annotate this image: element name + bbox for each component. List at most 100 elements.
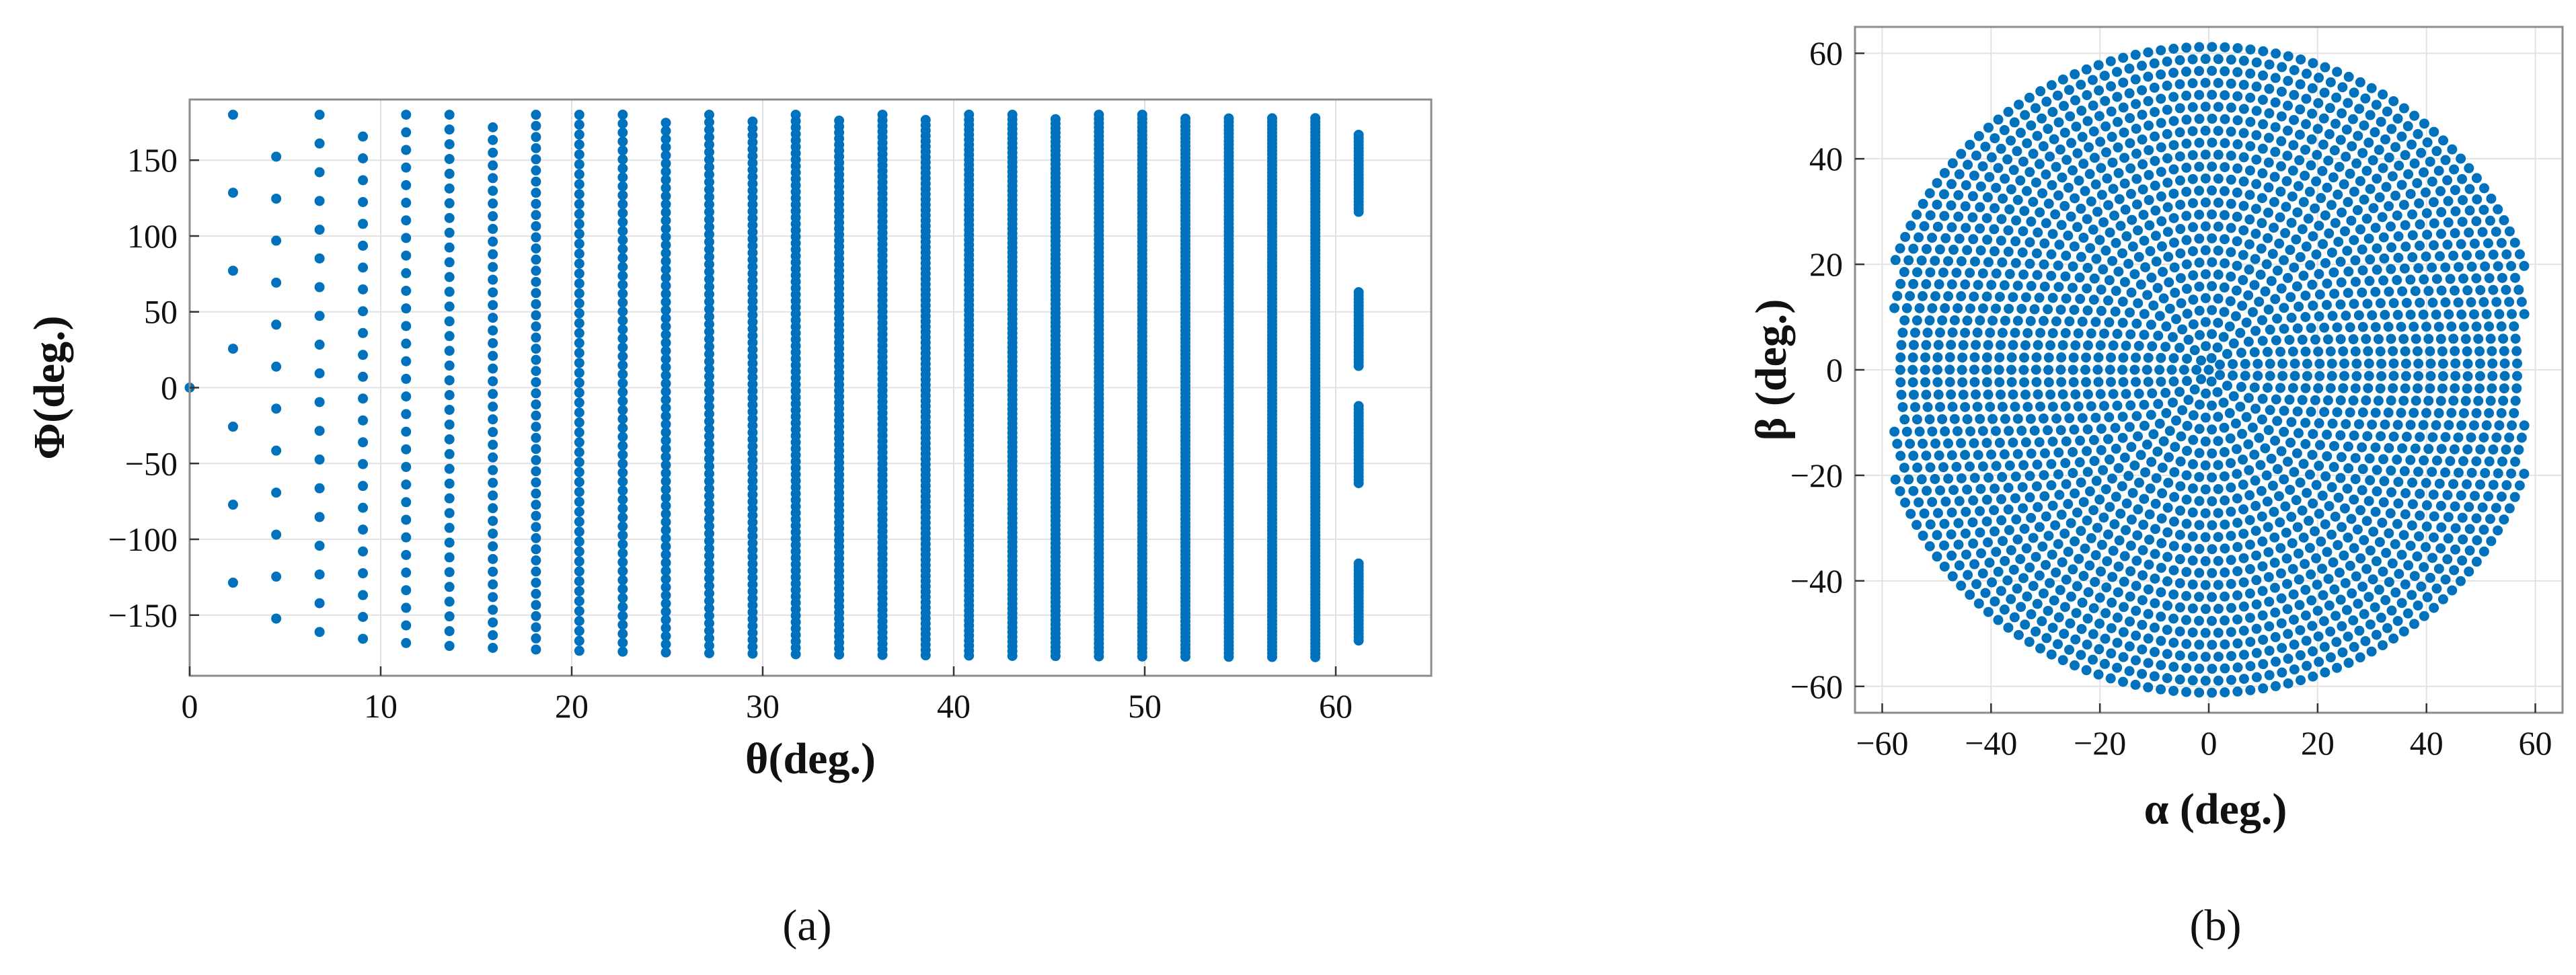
panel-a-point [488, 300, 498, 311]
panel-b-point [2245, 685, 2256, 695]
panel-b-point [2096, 163, 2107, 173]
panel-b-point [2106, 623, 2117, 633]
panel-b-point [2174, 342, 2185, 353]
panel-b-point [2112, 329, 2123, 340]
panel-a-point [617, 521, 628, 532]
panel-b-point [2487, 346, 2497, 356]
panel-b-point [2297, 224, 2308, 235]
panel-b-point [2164, 303, 2175, 314]
panel-b-point [2440, 574, 2451, 585]
panel-b-point [2094, 592, 2105, 603]
panel-b-point [2182, 309, 2193, 319]
panel-a-point [617, 288, 628, 299]
panel-b-point [2068, 261, 2078, 272]
panel-b-point [2294, 301, 2304, 312]
panel-a-point [227, 422, 238, 432]
panel-b-point [2053, 190, 2064, 201]
panel-b-point [2393, 231, 2404, 242]
panel-b-point [2218, 332, 2229, 342]
panel-b-point [2499, 370, 2510, 381]
panel-b-point [2156, 93, 2166, 104]
panel-b-point [1971, 340, 1981, 350]
panel-b-point [2006, 135, 2016, 146]
panel-a-point [747, 448, 758, 459]
panel-b-point [2174, 578, 2185, 588]
panel-a-point [617, 270, 628, 281]
panel-b-point [2413, 128, 2423, 139]
panel-a-point [704, 297, 714, 307]
panel-b-point [2412, 383, 2423, 394]
panel-b-point [1919, 508, 1930, 519]
panel-b-point [2069, 424, 2080, 435]
panel-a-point [660, 264, 671, 275]
panel-b-point [2156, 660, 2166, 670]
panel-b-point [1981, 212, 1992, 223]
panel-a-y-axis-label: Φ(deg.) [25, 315, 74, 459]
panel-a-point [401, 198, 412, 208]
panel-b-point [2194, 209, 2205, 220]
panel-b-point [2464, 524, 2475, 535]
panel-b-point [2386, 395, 2396, 406]
panel-b-point [2458, 534, 2468, 545]
panel-b-point [1896, 340, 1907, 350]
b-y-tick-label: −60 [1790, 668, 1843, 705]
panel-b-point [1927, 497, 1938, 508]
panel-b-point [2362, 299, 2373, 309]
panel-b-point [2024, 562, 2035, 573]
panel-b-point [2206, 353, 2217, 364]
panel-b-point [1994, 291, 2005, 302]
panel-b-point [2257, 511, 2267, 522]
panel-a-point [574, 208, 584, 219]
panel-b-point [2099, 328, 2110, 339]
panel-b-point [2133, 340, 2144, 351]
panel-b-point [1946, 450, 1957, 461]
panel-b-point [1944, 364, 1955, 375]
panel-a-point [747, 317, 758, 327]
panel-a-point [704, 266, 714, 277]
panel-b-point [2088, 434, 2099, 445]
panel-b-point [2104, 275, 2115, 286]
panel-b-point [2025, 315, 2036, 326]
panel-b-point [2270, 73, 2281, 83]
panel-b-point [2487, 358, 2498, 369]
panel-b-point [1948, 485, 1959, 496]
panel-a-point [660, 207, 671, 218]
panel-b-point [2314, 461, 2324, 471]
panel-a-point [444, 434, 455, 444]
panel-b-point [2232, 163, 2243, 174]
panel-b-point [2363, 496, 2374, 506]
panel-b-point [2070, 95, 2081, 106]
panel-b-point [2456, 576, 2466, 586]
panel-b-point [2133, 251, 2144, 262]
panel-b-point [2258, 119, 2269, 130]
panel-b-point [2137, 184, 2148, 195]
panel-b-point [2322, 278, 2333, 289]
panel-b-point [2065, 111, 2076, 122]
panel-a-point [574, 467, 584, 477]
panel-b-point [2200, 556, 2211, 567]
panel-b-point [1983, 472, 1994, 483]
panel-b-point [2264, 621, 2275, 631]
panel-b-point [2200, 652, 2211, 662]
panel-b-point [1991, 268, 2002, 279]
panel-b-point [2328, 557, 2339, 568]
panel-a-point [488, 376, 498, 387]
panel-b-point [2269, 582, 2280, 593]
panel-b-point [1981, 516, 1992, 526]
panel-b-point [2207, 89, 2218, 100]
panel-b-point [2213, 603, 2224, 614]
panel-b-point [2073, 401, 2084, 412]
panel-b-point [2416, 147, 2427, 158]
panel-b-point [2431, 583, 2442, 594]
panel-b-point [1973, 450, 1983, 461]
panel-b-point [2466, 432, 2476, 443]
panel-b-point [2100, 147, 2111, 158]
panel-a-point [704, 633, 714, 644]
panel-b-point [2456, 153, 2466, 164]
panel-a-point [271, 319, 282, 330]
panel-b-point [2257, 315, 2267, 325]
panel-b-point [2370, 506, 2381, 517]
panel-b-point [2026, 609, 2037, 620]
panel-b-point [2281, 527, 2291, 538]
